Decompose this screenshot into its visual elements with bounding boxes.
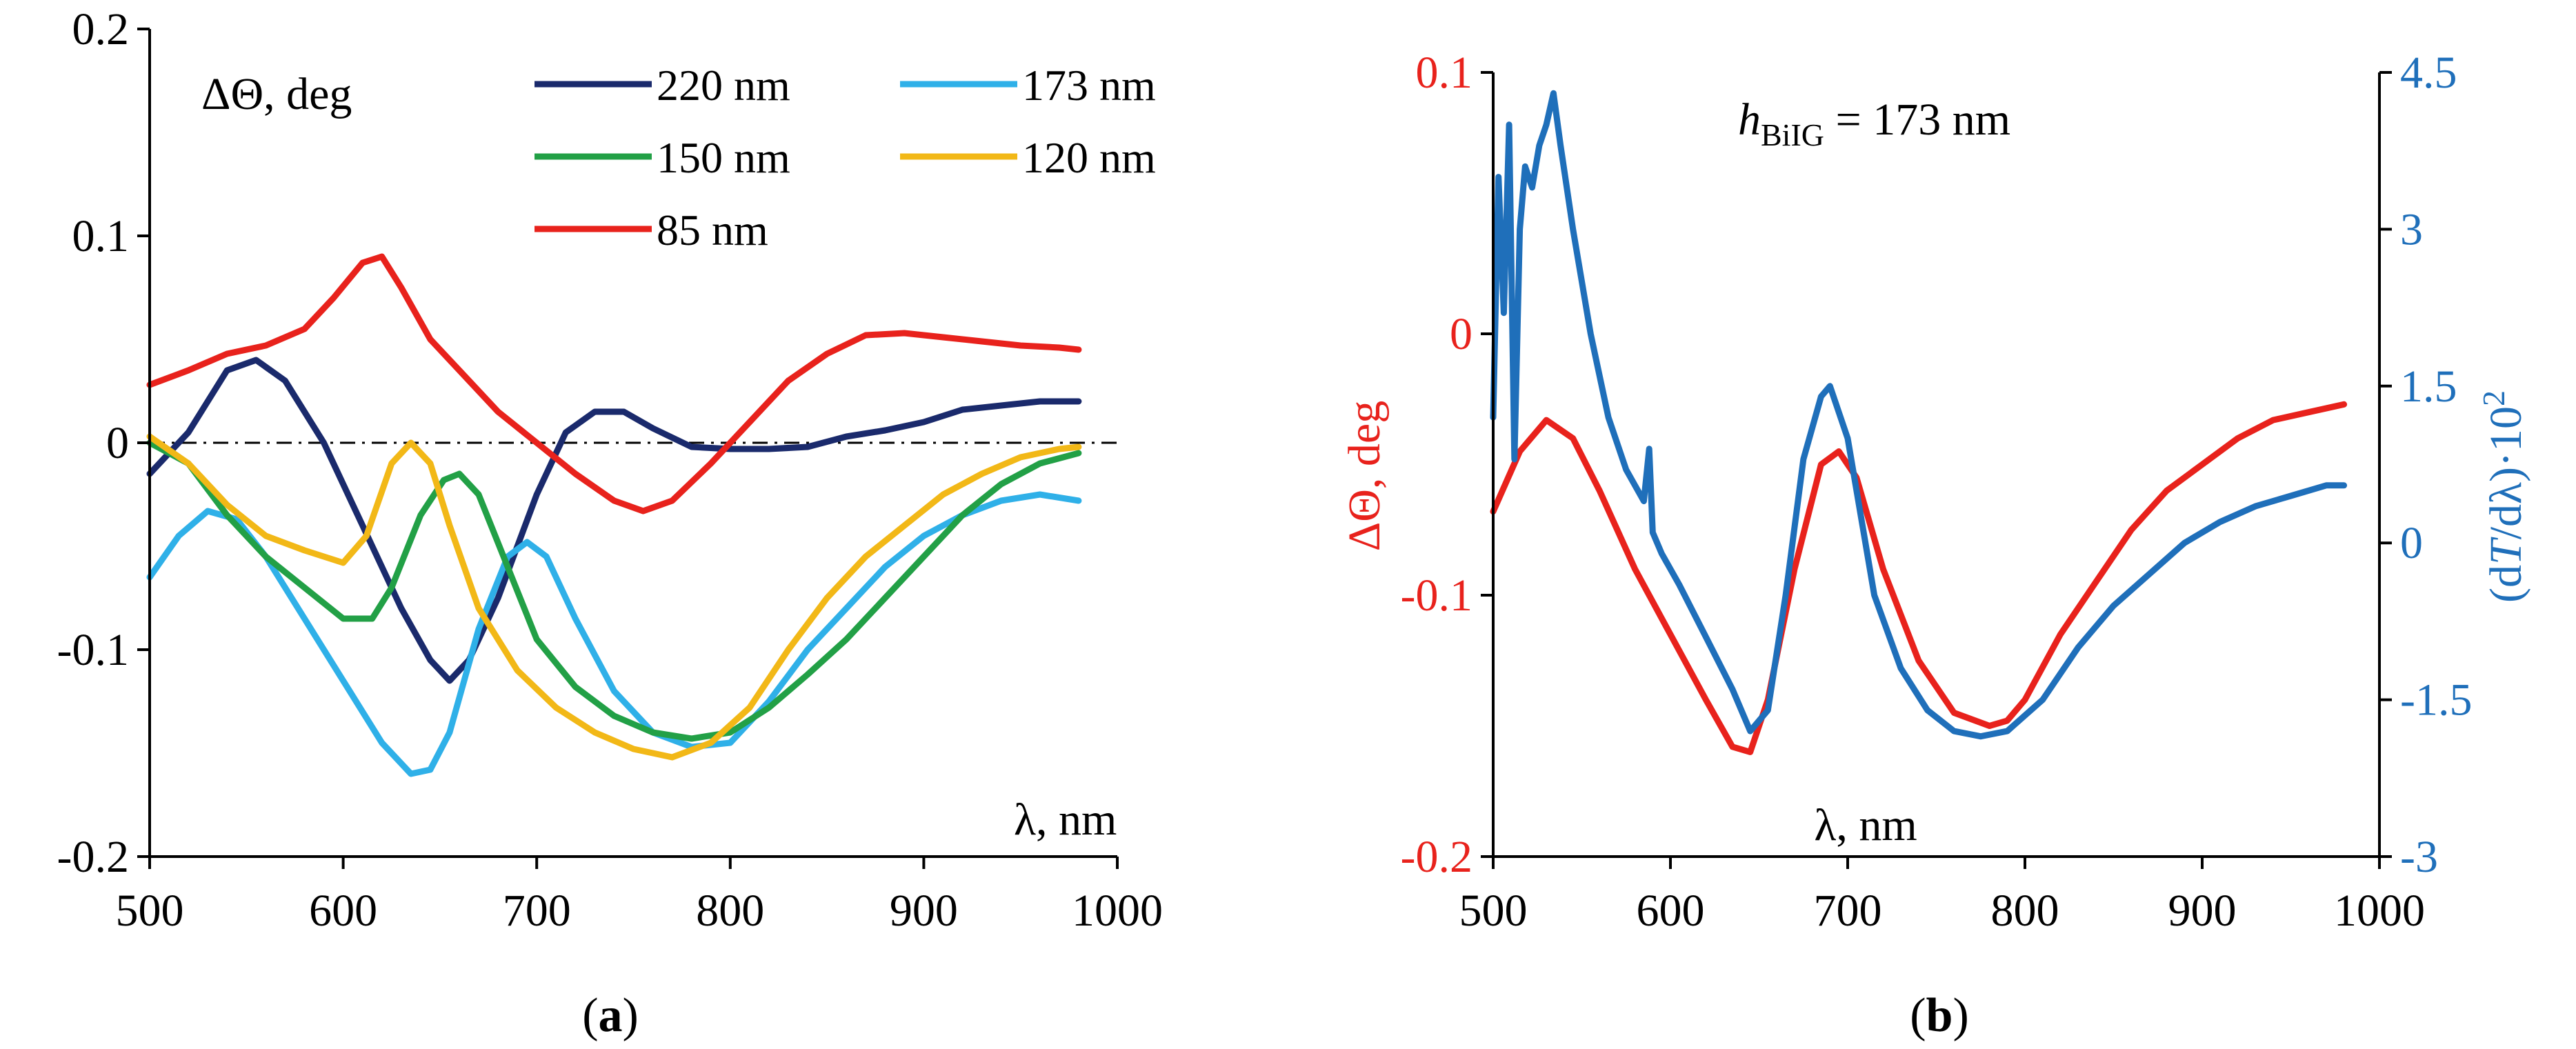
panel-a-ytick-label: 0.1 <box>72 211 130 261</box>
legend-label-173: 173 nm <box>1022 61 1156 110</box>
panel-b-ytick-label: -0.2 <box>1401 832 1472 882</box>
panel-b-series-delta-theta <box>1490 401 2348 755</box>
panel-b-y2tick-label: -3 <box>2400 832 2438 882</box>
y2label-sup: 2 <box>2476 390 2511 406</box>
panel-b-xtick-label: 900 <box>2168 886 2237 936</box>
panel-a-ytick-label: -0.1 <box>57 625 129 675</box>
annotation-italic: h <box>1738 94 1761 145</box>
panel-b-series-group <box>1490 90 2348 755</box>
panel-b-caption: (b) <box>1910 989 1969 1042</box>
legend-label-120: 120 nm <box>1022 133 1156 182</box>
panel-a-xtick-label: 1000 <box>1072 886 1163 936</box>
panel-b-y2tick-label: -1.5 <box>2400 675 2472 726</box>
panel-b-caption-letter: b <box>1926 989 1953 1042</box>
panel-a-xtick-label: 800 <box>696 886 764 936</box>
panel-b-xtick-label: 700 <box>1814 886 1882 936</box>
panel-b-ytick-label: -0.1 <box>1401 570 1472 621</box>
panel-b-x-tick-labels: 500 600 700 800 900 1000 <box>1459 886 2426 936</box>
panel-b-xtick-label: 600 <box>1637 886 1705 936</box>
panel-a-x-tick-labels: 500 600 700 800 900 1000 <box>116 886 1164 936</box>
annotation-sub: BiIG <box>1761 117 1824 152</box>
panel-a-xlabel: λ, nm <box>1014 795 1117 845</box>
panel-a-series-group <box>146 253 1082 777</box>
panel-a-ylabel: ΔΘ, deg <box>201 69 352 119</box>
panel-a-ytick-label: -0.2 <box>57 832 129 882</box>
panel-a-chart: 0.2 0.1 0 -0.1 -0.2 500 600 700 800 900 1000 ΔΘ, … <box>57 4 1163 1042</box>
legend-label-220: 220 nm <box>657 61 790 110</box>
panel-b-y2-tick-labels: 4.5 3 1.5 0 -1.5 -3 <box>2400 48 2472 882</box>
panel-b-y2tick-label: 1.5 <box>2400 361 2457 412</box>
panel-b-chart: 0.1 0 -0.1 -0.2 4.5 3 1.5 0 -1.5 -3 500 600 700 800… <box>1339 48 2531 1042</box>
panel-a-series-150-nm <box>146 439 1082 742</box>
panel-a-legend: 220 nm 173 nm 150 nm 120 nm 85 nm <box>535 61 1156 254</box>
legend-label-150: 150 nm <box>657 133 790 182</box>
panel-a-series-173-nm <box>146 491 1082 777</box>
panel-a-axes <box>137 28 1119 869</box>
panel-a-xtick-label: 600 <box>309 886 377 936</box>
panel-b-xtick-label: 800 <box>1991 886 2059 936</box>
panel-a-xtick-label: 500 <box>116 886 184 936</box>
y2label-T: T <box>2481 537 2531 565</box>
panel-a-y-tick-labels: 0.2 0.1 0 -0.1 -0.2 <box>57 4 129 882</box>
panel-a-series-220-nm <box>146 357 1082 684</box>
panel-b-annotation: hBiIG = 173 nm <box>1738 94 2010 152</box>
annotation-rest: = 173 nm <box>1824 94 2010 145</box>
panel-a-series-120-nm <box>146 433 1082 761</box>
panel-b-ytick-label: 0.1 <box>1416 48 1473 98</box>
panel-a-xtick-label: 900 <box>890 886 958 936</box>
panel-a-ytick-label: 0.2 <box>72 4 130 54</box>
panel-b-y2label: (dT/dλ)·102 <box>2476 390 2531 603</box>
legend-label-85: 85 nm <box>657 206 768 254</box>
panel-b-y2tick-label: 4.5 <box>2400 48 2457 98</box>
panel-b-xtick-label: 1000 <box>2334 886 2425 936</box>
panel-b-ytick-label: 0 <box>1450 309 1472 359</box>
panel-b-xlabel: λ, nm <box>1814 800 1917 850</box>
panel-b-xtick-label: 500 <box>1459 886 1528 936</box>
panel-b-ylabel: ΔΘ, deg <box>1339 401 1390 551</box>
panel-a-series-85-nm <box>146 253 1082 514</box>
panel-a-caption: (a) <box>582 989 639 1042</box>
panel-b-y2tick-label: 3 <box>2400 204 2423 254</box>
y2label-open: (d <box>2481 565 2531 603</box>
panel-a-caption-letter: a <box>599 989 623 1042</box>
panel-b-y2tick-label: 0 <box>2400 518 2423 568</box>
panel-b-y-tick-labels: 0.1 0 -0.1 -0.2 <box>1401 48 1472 882</box>
y2label-mid: /dλ)·10 <box>2481 406 2531 539</box>
panel-b-series-dT-dlambda <box>1490 90 2348 740</box>
panel-b-axes <box>1481 71 2392 869</box>
panel-a-xtick-label: 700 <box>503 886 571 936</box>
panel-a-ytick-label: 0 <box>106 418 129 468</box>
